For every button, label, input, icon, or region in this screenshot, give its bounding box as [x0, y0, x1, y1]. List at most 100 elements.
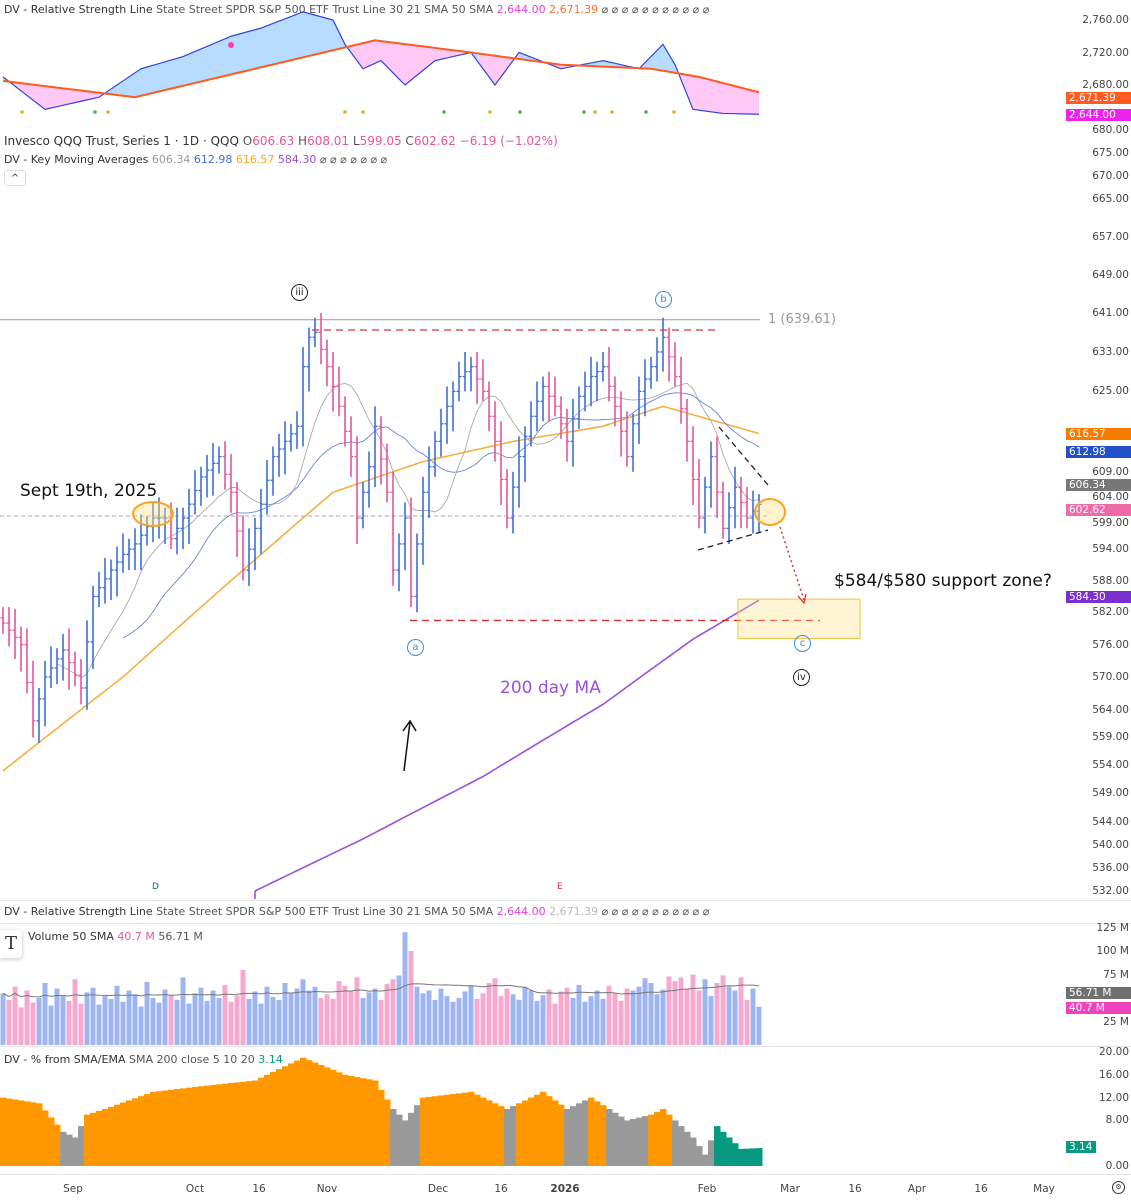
collapse-legend-button[interactable]: ^	[4, 170, 26, 186]
volume-bar	[198, 987, 204, 1045]
pane-divider[interactable]	[0, 923, 1131, 924]
pct-area-segment	[702, 1154, 709, 1166]
volume-sma-value: 56.71 M	[158, 930, 203, 943]
rs-legend-2: DV - Relative Strength Line State Street…	[4, 905, 709, 918]
volume-sma-line	[2, 983, 760, 998]
pct-area-segment	[750, 1148, 757, 1166]
rs-fill	[177, 56, 183, 88]
time-axis-label: Dec	[427, 1183, 449, 1195]
ma-value-10: 606.34	[151, 153, 191, 166]
rs-fill	[63, 88, 69, 106]
rs-params-2: State Street SPDR S&P 500 ETF Trust Line…	[156, 905, 494, 918]
signal-dot	[20, 110, 24, 114]
ma-title[interactable]: DV - Key Moving Averages	[4, 153, 149, 166]
volume-bar	[624, 988, 630, 1045]
pct-area-segment	[696, 1146, 703, 1166]
volume-bar	[54, 988, 60, 1045]
volume-bar	[48, 1005, 54, 1045]
volume-bar	[78, 1003, 84, 1045]
pct-area-segment	[372, 1080, 379, 1166]
pct-area-segment	[348, 1075, 355, 1166]
pct-area-segment	[438, 1095, 445, 1166]
pct-area-segment	[660, 1109, 667, 1166]
pct-area-segment	[264, 1074, 271, 1166]
pct-area-segment	[6, 1098, 13, 1166]
signal-dot	[93, 110, 97, 114]
signal-dot	[518, 110, 522, 114]
pct-area-segment	[90, 1112, 97, 1166]
price-axis-label: 657.00	[1092, 230, 1129, 243]
volume-bar	[648, 982, 654, 1045]
rs-fill	[375, 40, 381, 64]
volume-bar	[558, 991, 564, 1045]
volume-bar	[270, 997, 276, 1045]
pane-divider[interactable]	[0, 900, 1131, 901]
pct-area-segment	[108, 1106, 115, 1166]
rs-fill	[393, 42, 399, 79]
rs-sma-value: 2,671.39	[549, 3, 599, 16]
high-label: H	[298, 134, 308, 148]
pct-area-segment	[636, 1117, 643, 1166]
marker-e: E	[557, 882, 563, 892]
pct-area-segment	[336, 1072, 343, 1166]
pct-area-segment	[144, 1094, 151, 1166]
rs-fill	[159, 61, 165, 92]
volume-value: 40.7 M	[117, 930, 155, 943]
volume-bar	[396, 975, 402, 1045]
settings-gear-icon[interactable]: ⚙	[1112, 1181, 1125, 1194]
pct-axis-label: 20.00	[1098, 1046, 1129, 1058]
pane-divider[interactable]	[0, 1046, 1131, 1047]
volume-bar	[612, 993, 618, 1045]
volume-bar	[120, 1001, 126, 1045]
rs-fill	[657, 44, 663, 71]
price-axis-label: 576.00	[1092, 638, 1129, 651]
pct-area-segment	[156, 1091, 163, 1166]
pct-area-segment	[0, 1097, 7, 1166]
price-axis-label: 670.00	[1092, 169, 1129, 182]
pct-area-segment	[120, 1102, 127, 1166]
pct-area-segment	[228, 1083, 235, 1166]
sept-highlight-circle	[132, 501, 174, 527]
pct-area-segment	[18, 1100, 25, 1166]
volume-bar	[492, 978, 498, 1045]
rs-fill	[351, 44, 357, 61]
projection-arrow	[779, 526, 805, 601]
pct-area-segment	[708, 1140, 715, 1166]
pct-area-segment	[150, 1091, 157, 1166]
volume-bar	[180, 977, 186, 1045]
rs-sma-badge: 2,671.39	[1066, 92, 1131, 104]
volume-axis-label: 25 M	[1103, 1015, 1129, 1028]
pct-area-segment	[432, 1096, 439, 1166]
volume-bar	[102, 996, 108, 1045]
pct-area-segment	[246, 1081, 253, 1166]
pct-area-segment	[666, 1114, 673, 1166]
rs-title: DV - Relative Strength Line	[4, 3, 153, 16]
pct-area-segment	[186, 1087, 193, 1166]
rs-axis-label: 2,720.00	[1082, 46, 1129, 59]
pct-params: SMA 200 close 5 10 20	[128, 1053, 255, 1066]
pct-area-segment	[168, 1089, 175, 1166]
volume-bar	[546, 989, 552, 1045]
text-tool-icon[interactable]: T	[0, 930, 22, 958]
volume-bar	[216, 998, 222, 1045]
pct-area-segment	[474, 1094, 481, 1166]
volume-bar	[588, 996, 594, 1045]
rs-fill	[483, 54, 489, 77]
volume-sma-badge: 56.71 M	[1066, 987, 1131, 999]
close-label: C	[405, 134, 414, 148]
time-axis-label: 16	[848, 1183, 862, 1195]
symbol-title[interactable]: Invesco QQQ Trust, Series 1 · 1D · QQQ	[4, 134, 239, 148]
price-axis-label: 665.00	[1092, 193, 1129, 205]
price-axis-label: 633.00	[1092, 345, 1129, 358]
high-value: 608.01	[307, 134, 350, 148]
volume-bar	[372, 988, 378, 1045]
volume-bar	[6, 999, 12, 1045]
rs-fill	[753, 90, 759, 115]
signal-dot	[361, 110, 365, 114]
volume-bar	[348, 990, 354, 1045]
rs-fill	[291, 14, 297, 61]
volume-bar	[678, 977, 684, 1045]
volume-bar	[354, 977, 360, 1045]
rs-fill	[363, 41, 369, 69]
